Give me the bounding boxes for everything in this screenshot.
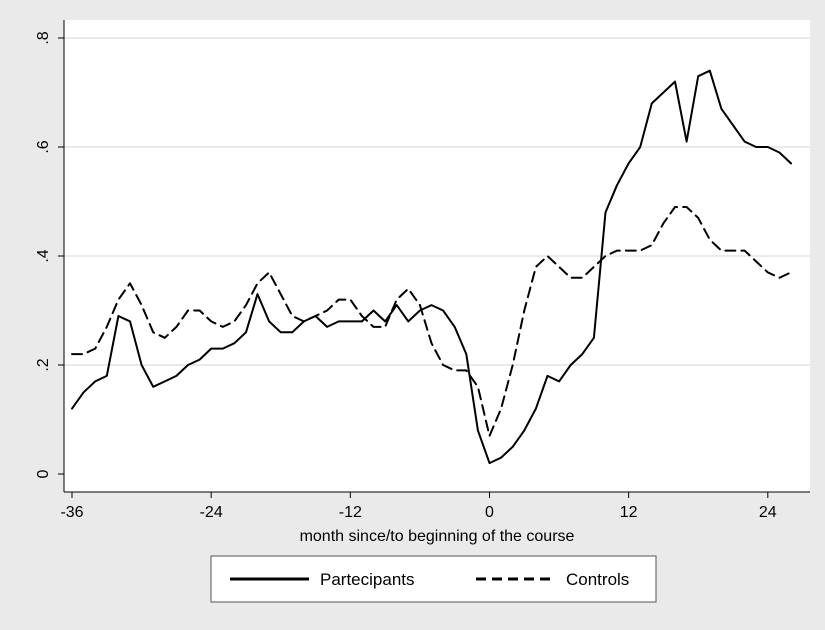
series [71,69,792,465]
y-tick-label: .2 [35,358,52,371]
x-tick-label: -24 [200,504,223,521]
x-tick-label: -36 [60,504,83,521]
legend-label-controls: Controls [566,570,629,589]
legend-label-partecipants: Partecipants [320,570,415,589]
x-tick-label: -12 [339,504,362,521]
axes: 0 .2 .4 .6 .8 -36 -24 -12 0 12 24 [35,20,810,521]
x-axis-label: month since/to beginning of the course [300,528,575,545]
x-tick-label: 0 [485,504,494,521]
x-tick-label: 24 [759,504,777,521]
series-line-controls [71,206,792,437]
y-tick-label: .6 [35,140,52,153]
y-tick-label: .8 [35,31,52,44]
y-tick-label: .4 [35,249,52,262]
legend: Partecipants Controls [210,555,657,603]
y-tick-label: 0 [35,469,52,478]
series-line-partecipants [71,69,792,465]
x-tick-label: 12 [620,504,638,521]
